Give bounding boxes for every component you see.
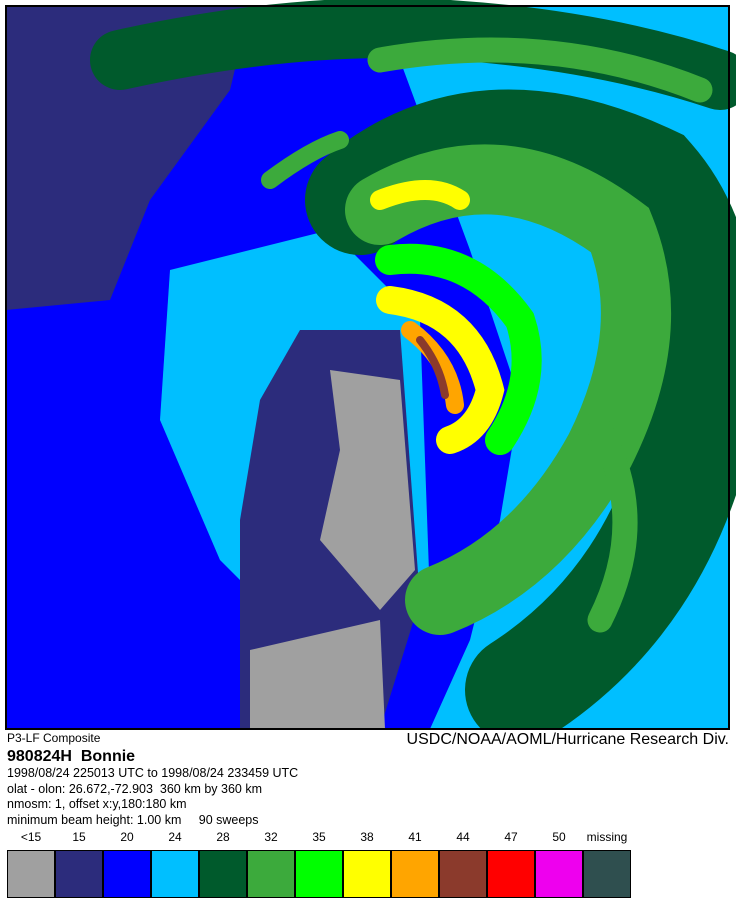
- legend-label: 24: [168, 830, 182, 844]
- legend-label: <15: [20, 830, 42, 844]
- radar-image: [5, 0, 736, 730]
- legend-label: missing: [586, 830, 628, 844]
- info-line: nmosm: 1, offset x:y,180:180 km: [7, 797, 187, 811]
- legend-label: 38: [360, 830, 374, 844]
- legend-swatch: [391, 850, 439, 898]
- legend: <15 15 20 24 28 32 35 38 41 44 47 50 missing: [7, 830, 631, 900]
- legend-label: 28: [216, 830, 230, 844]
- legend-swatch: [487, 850, 535, 898]
- legend-label: 44: [456, 830, 470, 844]
- info-line: 1998/08/24 225013 UTC to 1998/08/24 2334…: [7, 766, 299, 780]
- info-line: olat - olon: 26.672,-72.903 360 km by 36…: [7, 781, 263, 796]
- legend-swatch: [199, 850, 247, 898]
- legend-label: 41: [408, 830, 422, 844]
- legend-label: 15: [72, 830, 86, 844]
- source: P3-LF Composite: [7, 731, 101, 745]
- info-line: minimum beam height: 1.00 km 90 sweeps: [7, 812, 259, 827]
- legend-label: 32: [264, 830, 278, 844]
- agency: USDC/NOAA/AOML/Hurricane Research Div.: [406, 731, 729, 748]
- legend-label: 20: [120, 830, 134, 844]
- flight: 980824H Bonnie: [7, 748, 136, 765]
- legend-swatch: [295, 850, 343, 898]
- legend-swatch: [55, 850, 103, 898]
- legend-swatch: [439, 850, 487, 898]
- legend-swatch: [343, 850, 391, 898]
- legend-swatch: [151, 850, 199, 898]
- legend-swatch: [247, 850, 295, 898]
- legend-swatch: [7, 850, 55, 898]
- legend-label: 47: [504, 830, 518, 844]
- legend-swatch: [583, 850, 631, 898]
- legend-swatch: [103, 850, 151, 898]
- legend-label: 50: [552, 830, 566, 844]
- legend-swatch: [535, 850, 583, 898]
- legend-label: 35: [312, 830, 326, 844]
